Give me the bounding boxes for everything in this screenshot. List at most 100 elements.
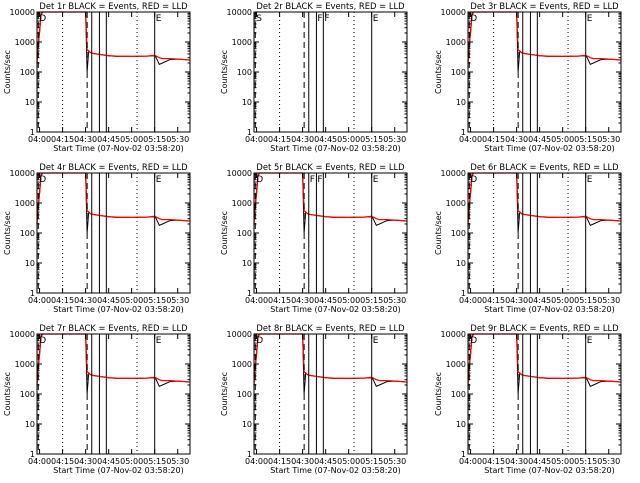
y-tick-label: 10	[456, 98, 466, 107]
x-axis-label: Start Time (07-Nov-02 03:58:20)	[270, 144, 400, 153]
x-tick-label: 04:15	[482, 135, 505, 144]
x-tick-label: 05:00	[337, 135, 360, 144]
x-tick-label: 04:45	[314, 296, 337, 305]
x-tick-label: 05:00	[551, 457, 574, 466]
region-label: D	[470, 14, 477, 24]
y-tick-label: 1	[461, 289, 466, 298]
y-tick-label: 100	[237, 390, 252, 399]
y-tick-label: 100	[20, 390, 35, 399]
x-tick-label: 04:00	[28, 296, 51, 305]
y-tick-label: 10000	[227, 330, 252, 339]
plot-frame	[36, 172, 191, 294]
y-tick-label: 1	[247, 289, 252, 298]
y-tick-label: 100	[451, 68, 466, 77]
region-label: D	[39, 175, 46, 185]
y-tick-label: 100	[20, 229, 35, 238]
detector-panel-5: Det 5r BLACK = Events, RED = LLD D F F E 1 10 1…	[220, 162, 408, 314]
series-line-events	[253, 333, 408, 395]
y-tick-label: 10	[242, 259, 252, 268]
y-tick-label: 10	[25, 98, 35, 107]
x-tick-label: 05:30	[383, 296, 406, 305]
region-label: D	[470, 336, 477, 346]
region-label: E	[156, 175, 162, 185]
y-tick-label: 10	[242, 98, 252, 107]
y-tick-label: 10000	[441, 8, 466, 17]
region-label: F	[310, 175, 315, 185]
region-label: E	[156, 14, 162, 24]
x-tick-label: 05:15	[143, 135, 166, 144]
y-tick-label: 1000	[15, 360, 35, 369]
x-tick-label: 05:00	[551, 135, 574, 144]
detector-panel-6: Det 6r BLACK = Events, RED = LLD D E 1 10 100…	[434, 162, 622, 314]
series-line-lld	[36, 172, 191, 225]
x-tick-label: 05:15	[574, 135, 597, 144]
plot-frame	[253, 333, 408, 455]
x-tick-label: 04:45	[314, 135, 337, 144]
region-label: E	[373, 175, 379, 185]
series-line-lld	[253, 172, 408, 225]
region-label: S	[256, 14, 262, 24]
x-tick-label: 04:15	[51, 457, 74, 466]
y-axis-label: Counts/sec	[220, 50, 229, 94]
y-tick-label: 1	[30, 128, 35, 137]
y-tick-label: 10000	[10, 169, 35, 178]
panel-title: Det 8r BLACK = Events, RED = LLD	[256, 323, 404, 333]
x-tick-label: 04:30	[505, 296, 528, 305]
y-tick-label: 1000	[446, 38, 466, 47]
series-line-events	[36, 11, 191, 73]
x-tick-label: 04:15	[482, 457, 505, 466]
x-tick-label: 04:15	[51, 135, 74, 144]
detector-panel-3: Det 3r BLACK = Events, RED = LLD D E 1 10 100…	[434, 1, 622, 153]
y-tick-label: 1	[247, 450, 252, 459]
y-tick-label: 10000	[227, 169, 252, 178]
plot-frame	[467, 172, 622, 294]
x-tick-label: 05:00	[337, 296, 360, 305]
x-tick-label: 05:30	[383, 457, 406, 466]
plot-frame	[467, 333, 622, 455]
y-tick-label: 100	[20, 68, 35, 77]
y-tick-label: 10000	[10, 330, 35, 339]
series-line-lld	[467, 333, 622, 386]
x-tick-label: 04:00	[459, 296, 482, 305]
x-axis-label: Start Time (07-Nov-02 03:58:20)	[270, 305, 400, 314]
y-tick-label: 10	[25, 259, 35, 268]
x-tick-label: 04:00	[459, 135, 482, 144]
x-axis-label: Start Time (07-Nov-02 03:58:20)	[53, 466, 183, 475]
region-label: D	[470, 175, 477, 185]
x-tick-label: 04:15	[482, 296, 505, 305]
x-tick-label: 04:00	[245, 296, 268, 305]
x-tick-label: 04:30	[291, 457, 314, 466]
series-line-events	[36, 172, 191, 234]
y-tick-label: 1000	[232, 360, 252, 369]
y-tick-label: 100	[451, 229, 466, 238]
x-tick-label: 04:00	[459, 457, 482, 466]
plot-frame	[467, 11, 622, 133]
region-label: F	[317, 175, 322, 185]
x-axis-label: Start Time (07-Nov-02 03:58:20)	[484, 305, 614, 314]
y-tick-label: 10	[456, 259, 466, 268]
y-tick-label: 100	[237, 68, 252, 77]
x-tick-label: 04:00	[245, 457, 268, 466]
region-label: E	[156, 336, 162, 346]
y-tick-label: 10000	[227, 8, 252, 17]
x-tick-label: 04:45	[97, 457, 120, 466]
panel-title: Det 3r BLACK = Events, RED = LLD	[470, 1, 618, 11]
x-tick-label: 05:00	[551, 296, 574, 305]
series-line-events	[253, 172, 408, 234]
panel-title: Det 5r BLACK = Events, RED = LLD	[256, 162, 404, 172]
region-label: D	[256, 336, 263, 346]
detector-panel-4: Det 4r BLACK = Events, RED = LLD D E 1 10 100…	[3, 162, 191, 314]
x-tick-label: 04:30	[74, 135, 97, 144]
x-tick-label: 04:45	[528, 457, 551, 466]
x-tick-label: 05:00	[120, 296, 143, 305]
x-tick-label: 04:30	[505, 135, 528, 144]
series-line-events	[467, 333, 622, 395]
x-tick-label: 04:30	[291, 135, 314, 144]
x-axis-label: Start Time (07-Nov-02 03:58:20)	[270, 466, 400, 475]
x-axis-label: Start Time (07-Nov-02 03:58:20)	[53, 305, 183, 314]
series-line-events	[467, 11, 622, 73]
y-tick-label: 100	[451, 390, 466, 399]
y-tick-label: 1000	[15, 38, 35, 47]
y-axis-label: Counts/sec	[434, 372, 443, 416]
series-line-events	[36, 333, 191, 395]
